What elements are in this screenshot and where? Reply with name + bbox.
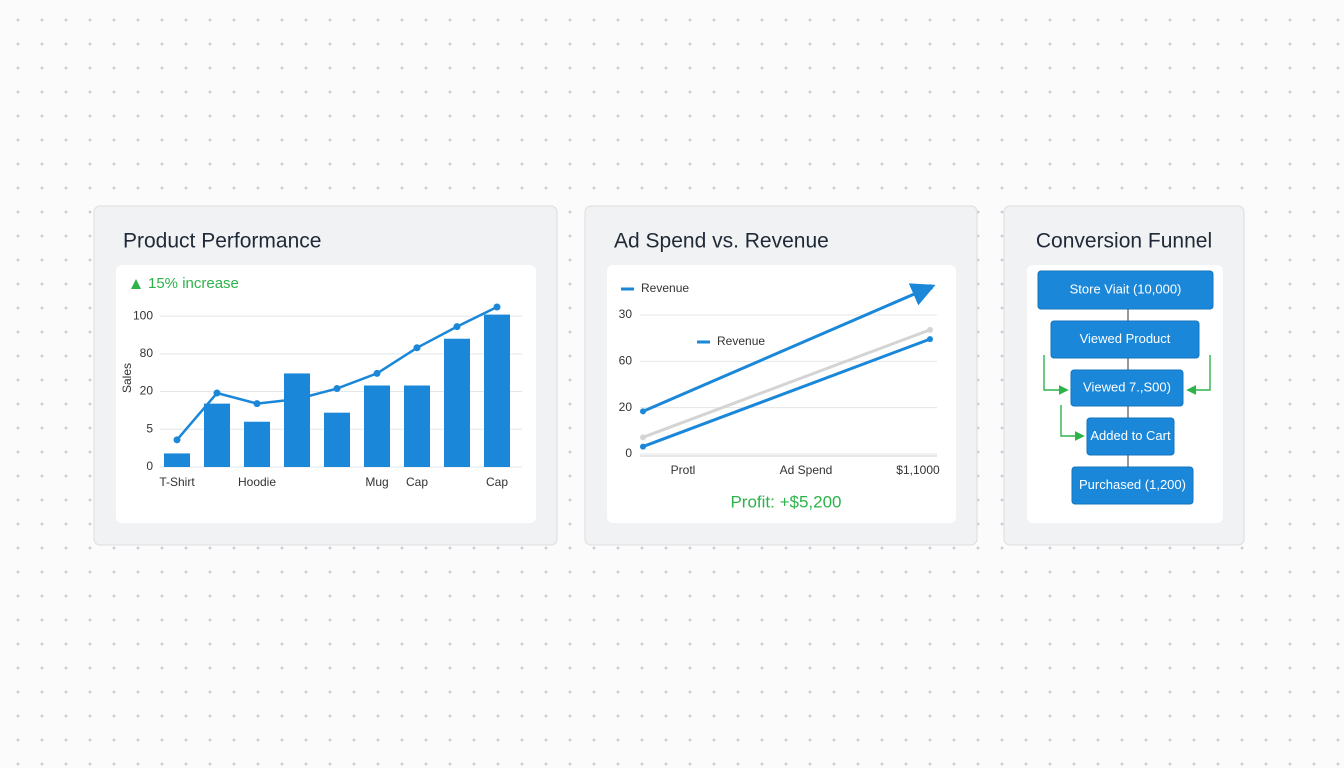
bar [364,385,390,467]
annotation: 15% increase [148,275,239,292]
bar [164,453,190,467]
bar [244,421,270,467]
point [927,326,933,333]
x-tick-label: Protl [671,463,696,477]
point [927,284,933,291]
series-line [642,337,931,448]
card-title: Product Performance [123,230,321,253]
y-tick-label: 100 [133,308,153,322]
x-tick-label: Cap [486,475,508,489]
y-tick-label: 30 [619,307,633,321]
trend-point [253,400,261,408]
point [640,443,646,450]
x-tick-label: T-Shirt [159,475,195,489]
funnel-step [1071,466,1194,505]
trend-point [173,436,181,444]
funnel-label: Purchased (1,200) [1079,477,1186,492]
annotation: Profit: +$5,200 [730,492,841,511]
flow-arrow [1060,405,1085,441]
trend-point [293,395,301,403]
y-tick-label: 5 [146,421,153,435]
card-title: Conversion Funnel [1036,230,1212,253]
x-tick-label: Mug [365,475,388,489]
y-tick-label: 0 [146,459,153,473]
bar [284,373,310,467]
marks: 0 5 20 80 100 T-Shirt Hoodie Mug Cap Cap 0 20 60 30 Pr… [133,270,1214,505]
y-tick-label: 20 [619,400,633,414]
funnel-step [1037,270,1214,310]
up-icon [131,279,141,289]
y-axis-label: Sales [120,363,134,393]
bar [324,412,350,467]
funnel-step [1070,369,1184,407]
point [927,336,933,343]
legend-label: Revenue [641,281,689,295]
series-line [642,283,936,413]
trend-point [333,385,341,393]
flow-arrow [1186,355,1211,395]
y-tick-label: 20 [140,384,154,398]
funnel-step [1086,417,1175,456]
x-tick-label: Cap [406,475,428,489]
x-tick-label: $1,1000 [896,463,940,477]
trend-point [373,369,381,377]
y-tick-label: 80 [140,346,154,360]
point [640,408,646,415]
funnel-label: Viewed 7.,S00) [1083,379,1171,394]
y-tick-label: 0 [625,446,632,460]
y-tick-label: 60 [619,354,633,368]
card-title: Ad Spend vs. Revenue [614,230,829,253]
bar [484,314,510,467]
x-tick-label: Ad Spend [780,463,833,477]
trend-point [493,303,501,311]
point [640,434,646,441]
trend-point [453,323,461,331]
trend-point [413,344,421,352]
series-line [642,328,931,439]
funnel-label: Store Viait (10,000) [1070,281,1182,296]
funnel-label: Added to Cart [1090,428,1171,443]
bar [444,338,470,467]
x-tick-label: Hoodie [238,475,276,489]
funnel-label: Viewed Product [1080,331,1171,346]
legend-label: Revenue [717,334,765,348]
bar [204,403,230,467]
bar [404,385,430,467]
trend-point [213,389,221,397]
flow-arrow [1043,355,1069,395]
funnel-step [1050,320,1200,359]
